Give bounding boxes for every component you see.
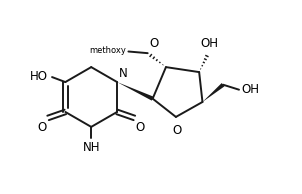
Text: OH: OH bbox=[241, 83, 259, 96]
Text: N: N bbox=[118, 67, 127, 80]
Text: O: O bbox=[173, 124, 182, 137]
Text: O: O bbox=[149, 37, 158, 50]
Text: HO: HO bbox=[30, 70, 48, 83]
Text: O: O bbox=[136, 121, 145, 134]
Text: NH: NH bbox=[83, 141, 100, 154]
Text: O: O bbox=[37, 121, 47, 134]
Text: methoxy: methoxy bbox=[90, 46, 127, 55]
Polygon shape bbox=[117, 82, 154, 101]
Polygon shape bbox=[202, 83, 224, 102]
Text: OH: OH bbox=[201, 36, 219, 49]
